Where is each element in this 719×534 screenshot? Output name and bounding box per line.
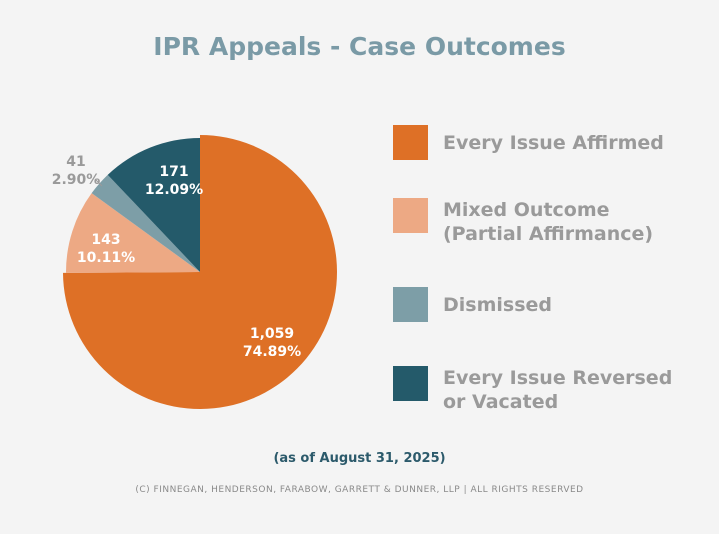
legend-swatch bbox=[393, 125, 428, 160]
legend-item: Mixed Outcome (Partial Affirmance) bbox=[393, 198, 653, 246]
slice-count-label: 171 bbox=[159, 164, 188, 180]
footnote: (as of August 31, 2025) bbox=[273, 451, 446, 466]
slice-percent-label: 2.90% bbox=[52, 172, 101, 188]
slice-percent-label: 12.09% bbox=[145, 182, 203, 198]
slice-count-label: 143 bbox=[91, 232, 120, 248]
legend-item: Every Issue Affirmed bbox=[393, 125, 664, 160]
legend-item: Every Issue Reversed or Vacated bbox=[393, 366, 672, 414]
slice-count-label: 41 bbox=[66, 154, 85, 170]
legend-label: Dismissed bbox=[443, 294, 553, 316]
legend-swatch bbox=[393, 366, 428, 401]
slice-count-label: 1,059 bbox=[250, 326, 294, 342]
legend-swatch bbox=[393, 198, 428, 233]
chart-title: IPR Appeals - Case Outcomes bbox=[153, 32, 566, 61]
slice-percent-label: 74.89% bbox=[243, 344, 301, 360]
pie-slice-3 bbox=[107, 138, 200, 272]
pie-slice-1 bbox=[66, 193, 200, 273]
legend-label: Mixed Outcome (Partial Affirmance) bbox=[443, 199, 654, 245]
pie-slice-2 bbox=[91, 174, 200, 272]
legend-label: Every Issue Reversed or Vacated bbox=[443, 367, 673, 413]
slice-percent-label: 10.11% bbox=[77, 250, 135, 266]
legend-item: Dismissed bbox=[393, 287, 552, 322]
leader-line bbox=[94, 178, 103, 187]
pie-slice-0 bbox=[63, 135, 338, 409]
copyright: (C) FINNEGAN, HENDERSON, FARABOW, GARRET… bbox=[135, 485, 584, 495]
legend-label: Every Issue Affirmed bbox=[443, 132, 664, 154]
legend-swatch bbox=[393, 287, 428, 322]
